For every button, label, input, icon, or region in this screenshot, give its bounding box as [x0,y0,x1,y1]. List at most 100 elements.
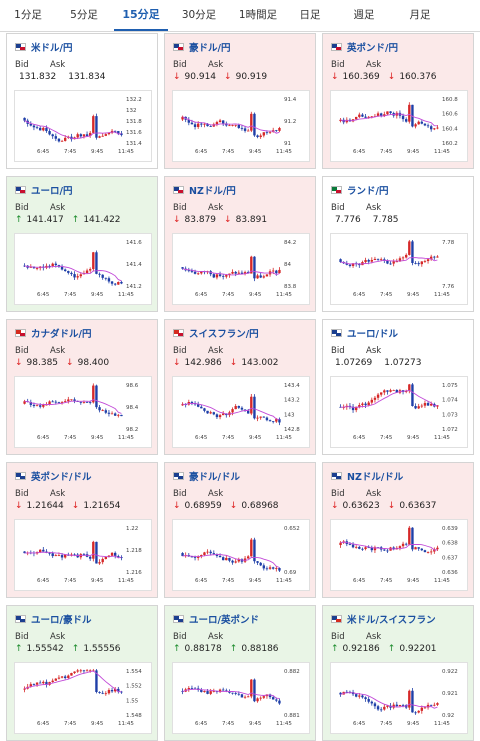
candle-body [67,270,70,273]
candlestick-chart[interactable]: 143.4 143.2 143 142.8 6:45 7:45 9:45 11:45 [172,376,310,448]
candle-body [110,413,114,415]
candlestick-chart[interactable]: 84.2 84 83.8 6:45 7:45 9:45 11:45 [172,233,310,305]
rate-card[interactable]: ユーロ/ドル Bid Ask 1.07269 1.07273 1.075 1.074 1.07… [322,319,474,455]
currency-pair-name[interactable]: ユーロ/ドル [347,329,398,340]
candle-body [107,278,111,282]
candle-body [98,692,101,693]
candlestick-chart[interactable]: 1.22 1.218 1.216 6:45 7:45 9:45 11:45 [14,519,152,591]
tab-monthly[interactable]: 月足 [409,9,431,21]
candle-body [364,116,367,118]
currency-flag-icon [331,329,342,337]
candle-body [215,122,219,125]
x-tick-label: 9:45 [91,578,104,584]
candlestick-chart[interactable]: 1.554 1.552 1.55 1.548 6:45 7:45 9:45 11:45 [14,662,152,734]
candlestick-chart[interactable]: 141.6 141.4 141.2 6:45 7:45 9:45 11:45 [14,233,152,305]
candle-body [231,125,234,127]
flag-quote-color [336,619,341,622]
rate-card[interactable]: ランド/円 Bid Ask 7.776 7.785 7.78 7.76 6:45 7:45 9:4… [322,176,474,312]
candle-body [348,544,352,545]
currency-pair-name[interactable]: NZドル/円 [189,186,236,197]
chart-svg: 84.2 84 83.8 6:45 7:45 9:45 11:45 [181,240,297,298]
candle-body [278,700,281,704]
candlestick-chart[interactable]: 7.78 7.76 6:45 7:45 9:45 11:45 [330,233,468,305]
tab-1min[interactable]: 1分足 [14,9,42,21]
candle-body [429,256,433,260]
rate-card[interactable]: NZドル/円 Bid Ask ↓ 83.879 ↓ 83.891 84.2 84 83.8 6:45… [164,176,316,312]
currency-flag-icon [173,43,184,51]
x-tick-label: 11:45 [434,435,450,441]
currency-pair-name[interactable]: ユーロ/円 [31,186,73,197]
tab-daily[interactable]: 日足 [299,9,321,21]
currency-pair-name[interactable]: NZドル/ドル [347,472,404,483]
tab-1hour[interactable]: 1時間足 [238,9,278,21]
candlestick-chart[interactable]: 132.2 132 131.8 131.6 131.4 6:45 7:45 9:45 11:45 [14,90,152,162]
currency-pair-name[interactable]: 英ポンド/円 [347,43,398,54]
x-tick-label: 7:45 [222,435,235,441]
currency-pair-name[interactable]: ユーロ/豪ドル [31,615,92,626]
rate-card[interactable]: 豪ドル/円 Bid Ask ↓ 90.914 ↓ 90.919 91.4 91.2 91 6:45 7… [164,33,316,169]
candlestick-chart[interactable]: 1.075 1.074 1.073 1.072 6:45 7:45 9:45 11:45 [330,376,468,448]
price-labels: Bid Ask [331,346,401,356]
candle-body [250,256,253,274]
candlestick-chart[interactable]: 91.4 91.2 91 6:45 7:45 9:45 11:45 [172,90,310,162]
price-values: ↓ 98.385 ↓ 98.400 [15,358,117,368]
candle-body [85,270,89,273]
rate-card[interactable]: カナダドル/円 Bid Ask ↓ 98.385 ↓ 98.400 98.6 98.4 98.2 6… [6,319,158,455]
candle-body [379,259,383,261]
x-tick-label: 11:45 [434,149,450,155]
ask-arrow-icon: ↓ [387,501,396,511]
ask-label: Ask [50,203,66,213]
candlestick-chart[interactable]: 0.922 0.921 0.92 6:45 7:45 9:45 11:45 [330,662,468,734]
currency-pair-name[interactable]: カナダドル/円 [31,329,92,340]
currency-pair-name[interactable]: ユーロ/英ポンド [189,615,259,626]
chart-svg: 91.4 91.2 91 6:45 7:45 9:45 11:45 [181,97,297,155]
candle-body [414,124,417,127]
candle-body [243,696,247,698]
candle-body [107,132,111,135]
flag-base-color [174,330,179,334]
rate-card[interactable]: ユーロ/英ポンド Bid Ask ↑ 0.88178 ↑ 0.88186 0.882 0.881… [164,605,316,741]
currency-pair-name[interactable]: スイスフラン/円 [189,329,259,340]
candlestick-chart[interactable]: 0.882 0.881 6:45 7:45 9:45 11:45 [172,662,310,734]
tab-30min[interactable]: 30分足 [181,9,217,21]
candle-body [404,391,408,392]
candlestick-chart[interactable]: 160.8 160.6 160.4 160.2 6:45 7:45 9:45 11:45 [330,90,468,162]
tab-weekly[interactable]: 週足 [353,9,375,21]
candle-body [35,682,39,685]
rate-card[interactable]: 英ポンド/円 Bid Ask ↓ 160.369 ↓ 160.376 160.8 160.6 16… [322,33,474,169]
ask-arrow-icon: ↓ [224,215,232,225]
candle-body [429,403,433,406]
x-tick-label: 6:45 [353,721,366,727]
candlestick-chart[interactable]: 98.6 98.4 98.2 6:45 7:45 9:45 11:45 [14,376,152,448]
rate-card[interactable]: ユーロ/円 Bid Ask ↑ 141.417 ↑ 141.422 141.6 141.4 141… [6,176,158,312]
candle-body [38,549,42,553]
candle-body [76,134,79,138]
candle-body [361,403,364,406]
currency-pair-name[interactable]: 米ドル/円 [31,43,73,54]
candlestick-chart[interactable]: 0.652 0.69 6:45 7:45 9:45 11:45 [172,519,310,591]
tab-5min[interactable]: 5分足 [70,9,98,21]
candle-body [429,704,433,706]
tab-15min[interactable]: 15分足 [114,0,168,31]
rate-card[interactable]: NZドル/ドル Bid Ask ↓ 0.63623 ↓ 0.63637 0.639 0.638 0… [322,462,474,598]
candle-body [35,127,39,129]
rate-card[interactable]: 米ドル/円 Bid Ask 131.832 131.834 132.2 132 131.8 13… [6,33,158,169]
candle-body [181,267,184,269]
ask-label: Ask [50,489,66,499]
ask-arrow-icon: ↓ [66,358,74,368]
rate-card[interactable]: 豪ドル/ドル Bid Ask ↓ 0.68959 ↓ 0.68968 0.652 0.69 6:4… [164,462,316,598]
ask-value: ↓ 0.68968 [229,501,279,511]
currency-pair-name[interactable]: 米ドル/スイスフラン [347,615,436,626]
candle-body [76,670,79,672]
rate-card[interactable]: スイスフラン/円 Bid Ask ↓ 142.986 ↓ 143.002 143.4 143.2… [164,319,316,455]
candle-body [73,274,76,278]
rate-card[interactable]: 米ドル/スイスフラン Bid Ask ↑ 0.92186 ↑ 0.92201 0.922 0.9… [322,605,474,741]
currency-pair-name[interactable]: 豪ドル/ドル [189,472,240,483]
rate-card[interactable]: 英ポンド/ドル Bid Ask ↓ 1.21644 ↓ 1.21654 1.22 1.218 1.… [6,462,158,598]
currency-pair-name[interactable]: ランド/円 [347,186,389,197]
candlestick-chart[interactable]: 0.639 0.638 0.637 0.636 6:45 7:45 9:45 11:45 [330,519,468,591]
currency-pair-name[interactable]: 豪ドル/円 [189,43,231,54]
rate-card[interactable]: ユーロ/豪ドル Bid Ask ↑ 1.55542 ↑ 1.55556 1.554 1.552 1… [6,605,158,741]
candle-body [231,560,234,563]
currency-pair-name[interactable]: 英ポンド/ドル [31,472,92,483]
